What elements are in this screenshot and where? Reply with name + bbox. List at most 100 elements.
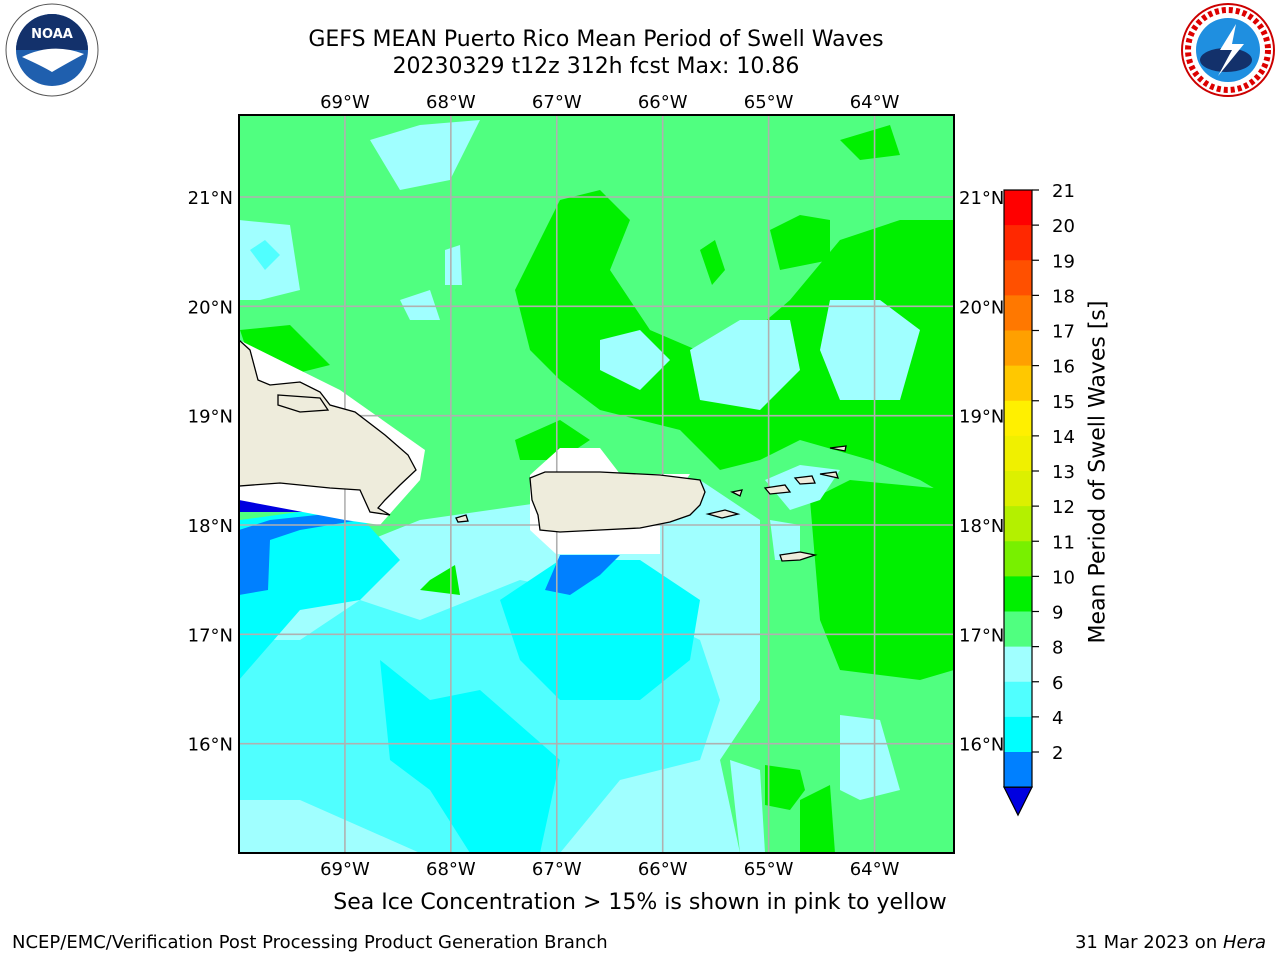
land-island [829,445,847,452]
colorbar-tick-label: 4 [1052,708,1063,729]
contour-region [370,120,480,190]
colorbar-tick-label: 20 [1052,216,1075,237]
latitude-label: 19°N [188,407,233,428]
land-island [819,471,839,479]
contour-region [770,520,800,560]
contour-region [380,660,560,853]
longitude-label: 66°W [638,92,688,113]
colorbar-tick-label: 15 [1052,392,1075,413]
longitude-label: 64°W [850,92,900,113]
land-island [455,514,469,523]
longitude-label: 64°W [850,859,900,880]
colorbar-frame [1003,189,1033,788]
latitude-label: 17°N [188,625,233,646]
latitude-label: 20°N [188,297,233,318]
colorbar-tick-label: 9 [1052,603,1063,624]
land-island [730,489,743,497]
contour-region [445,245,462,285]
map-gridlines [239,115,954,853]
land-island [779,551,818,562]
latitude-label: 19°N [959,407,1004,428]
colorbar-tick-label: 16 [1052,357,1075,378]
longitude-label: 65°W [744,859,794,880]
colorbar-tick-label: 8 [1052,638,1063,659]
contour-region [239,512,360,595]
colorbar-swatch [1004,646,1032,683]
latitude-label: 21°N [188,188,233,209]
contour-region [500,560,700,700]
land-hispaniola-peninsula [277,394,330,413]
contour-region [730,760,765,853]
colorbar-tick-label: 10 [1052,567,1075,588]
latitude-label: 17°N [959,625,1004,646]
contour-region [800,785,835,853]
producer-credit: NCEP/EMC/Verification Post Processing Pr… [12,932,608,953]
colorbar-swatch [1004,681,1032,718]
contour-region [239,505,400,680]
longitude-labels: 69°W 69°W 68°W 68°W 67°W 67°W 66°W 66°W 65°W 65°W… [320,92,900,880]
colorbar-tick-label: 17 [1052,322,1075,343]
longitude-label: 67°W [532,92,582,113]
colorbar-tick-label: 14 [1052,427,1075,448]
land-island [763,484,792,495]
colorbar-swatch [1004,225,1032,261]
colorbar-swatch [1004,541,1032,577]
land-hispaniola [238,338,417,516]
contour-region [515,190,954,500]
land-puerto-rico [529,471,706,533]
colorbar-swatch [1004,716,1032,753]
latitude-label: 16°N [188,735,233,756]
latitude-label: 18°N [959,516,1004,537]
host-name: Hera [1222,932,1266,953]
colorbar-label: Mean Period of Swell Waves [s] [1085,300,1111,644]
colorbar-tick-label: 19 [1052,251,1075,272]
contour-region [690,320,800,410]
colorbar-swatch [1004,506,1032,542]
run-date: 31 Mar 2023 on Hera [1075,932,1266,953]
latitude-labels: 21°N 21°N 20°N 20°N 19°N 19°N 18°N 18°N 17°N 17°N… [188,188,1005,756]
land-island [793,475,816,485]
chart-title: GEFS MEAN Puerto Rico Mean Period of Swe… [308,27,884,52]
longitude-label: 69°W [320,92,370,113]
colorbar-tick-label: 12 [1052,497,1075,518]
colorbar-tick-label: 18 [1052,286,1075,307]
run-date-text: 31 Mar 2023 on [1074,932,1223,953]
sea-ice-note: Sea Ice Concentration > 15% is shown in … [333,890,947,915]
colorbar-swatch [1004,752,1032,788]
colorbar-tick-label: 13 [1052,462,1075,483]
colorbar-swatch [1004,365,1032,402]
colorbar-tick-label: 11 [1052,532,1075,553]
longitude-label: 66°W [638,859,688,880]
colorbar-swatch [1004,611,1032,648]
colorbar-swatch [1004,260,1032,296]
contour-region [765,765,805,810]
map-frame [238,114,955,854]
noaa-logo-icon: NOAA [5,3,99,97]
land-layer [238,338,847,562]
contour-region [770,215,830,270]
contour-region [600,330,670,390]
colorbar-swatch [1004,330,1032,367]
latitude-label: 21°N [959,188,1004,209]
contour-region [840,715,900,800]
nws-logo-icon [1181,3,1275,97]
contour-region [820,300,920,400]
colorbar-under-arrow [1003,786,1033,817]
colorbar-swatch [1004,576,1032,612]
longitude-label: 65°W [744,92,794,113]
land-island [705,509,741,519]
colorbar: 21 20 19 18 17 16 15 14 13 12 11 10 9 8 6 4 2 [1003,181,1075,817]
contour-region [765,465,840,510]
contour-region [700,240,725,285]
contour-region [250,240,280,270]
longitude-label: 67°W [532,859,582,880]
longitude-label: 69°W [320,859,370,880]
contour-region [400,290,440,320]
longitude-label: 68°W [426,859,476,880]
colorbar-swatch [1004,295,1032,331]
colorbar-swatch [1004,400,1032,437]
latitude-label: 18°N [188,516,233,537]
noaa-logo-text: NOAA [31,27,73,42]
colorbar-swatch [1004,471,1032,507]
